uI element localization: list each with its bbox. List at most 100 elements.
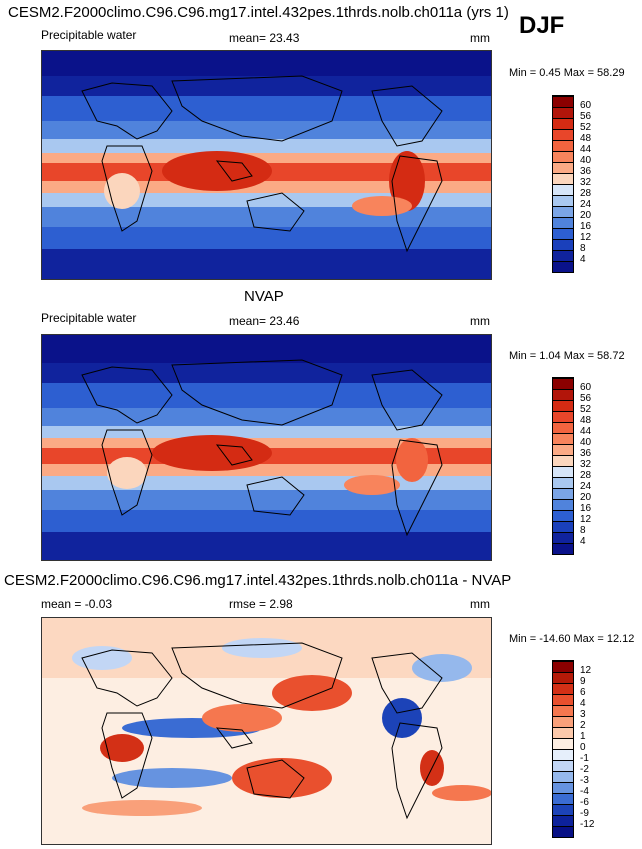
obs-cb-label: 16 bbox=[580, 503, 592, 514]
obs-cb-label: 36 bbox=[580, 448, 592, 459]
model-cb-label: 32 bbox=[580, 177, 592, 188]
diff-cb-label: -4 bbox=[580, 786, 589, 797]
obs-cb-seg-13 bbox=[553, 521, 573, 532]
diff-cb-seg-12 bbox=[553, 793, 573, 804]
model-cb-label: 4 bbox=[580, 254, 586, 265]
model-cb-seg-1 bbox=[553, 107, 573, 118]
model-cb-label: 24 bbox=[580, 199, 592, 210]
model-cb-seg-5 bbox=[553, 151, 573, 162]
model-cb-seg-8 bbox=[553, 184, 573, 195]
diff-cb-seg-9 bbox=[553, 760, 573, 771]
diff-cb-seg-14 bbox=[553, 815, 573, 826]
diff-cb-label: 6 bbox=[580, 687, 586, 698]
obs-map bbox=[41, 334, 492, 561]
diff-cb-label: -3 bbox=[580, 775, 589, 786]
diff-cb-label: -2 bbox=[580, 764, 589, 775]
diff-units: mm bbox=[470, 597, 490, 611]
diff-cb-seg-11 bbox=[553, 782, 573, 793]
diff-minmax: Min = -14.60 Max = 12.12 bbox=[509, 633, 635, 645]
obs-cb-seg-5 bbox=[553, 433, 573, 444]
season-label: DJF bbox=[519, 12, 565, 39]
model-cb-label: 12 bbox=[580, 232, 592, 243]
diff-cb-seg-0 bbox=[553, 661, 573, 672]
model-cb-label: 20 bbox=[580, 210, 592, 221]
obs-cb-label: 44 bbox=[580, 426, 592, 437]
diff-cb-seg-4 bbox=[553, 705, 573, 716]
obs-units: mm bbox=[470, 314, 490, 328]
diff-cb-seg-10 bbox=[553, 771, 573, 782]
diff-rmse-label: rmse = 2.98 bbox=[229, 597, 293, 611]
obs-minmax: Min = 1.04 Max = 58.72 bbox=[509, 350, 625, 362]
obs-cb-seg-12 bbox=[553, 510, 573, 521]
model-minmax: Min = 0.45 Max = 58.29 bbox=[509, 67, 625, 79]
obs-cb-seg-10 bbox=[553, 488, 573, 499]
model-cb-label: 16 bbox=[580, 221, 592, 232]
diff-colorbar bbox=[552, 660, 574, 838]
obs-cb-label: 56 bbox=[580, 393, 592, 404]
diff-cb-label: 2 bbox=[580, 720, 586, 731]
obs-cb-seg-11 bbox=[553, 499, 573, 510]
obs-cb-label: 12 bbox=[580, 514, 592, 525]
diff-mean-value: -0.03 bbox=[84, 597, 113, 611]
diff-rmse-key: rmse = bbox=[229, 597, 267, 611]
obs-cb-seg-15 bbox=[553, 543, 573, 554]
model-cb-seg-12 bbox=[553, 228, 573, 239]
obs-cb-seg-3 bbox=[553, 411, 573, 422]
obs-cb-seg-1 bbox=[553, 389, 573, 400]
obs-cb-seg-4 bbox=[553, 422, 573, 433]
model-units: mm bbox=[470, 31, 490, 45]
model-cb-label: 8 bbox=[580, 243, 586, 254]
model-cb-label: 44 bbox=[580, 144, 592, 155]
obs-cb-seg-14 bbox=[553, 532, 573, 543]
obs-colorbar bbox=[552, 377, 574, 555]
obs-panel-title: NVAP bbox=[244, 288, 284, 305]
obs-cb-seg-0 bbox=[553, 378, 573, 389]
diff-panel-title: CESM2.F2000climo.C96.C96.mg17.intel.432p… bbox=[4, 572, 512, 589]
obs-cb-seg-2 bbox=[553, 400, 573, 411]
model-colorbar bbox=[552, 95, 574, 273]
obs-variable-label: Precipitable water bbox=[41, 311, 137, 325]
diff-cb-seg-15 bbox=[553, 826, 573, 837]
diff-cb-label: -12 bbox=[580, 819, 595, 830]
diff-cb-seg-13 bbox=[553, 804, 573, 815]
obs-cb-seg-7 bbox=[553, 455, 573, 466]
diff-cb-label: -6 bbox=[580, 797, 589, 808]
diff-cb-seg-5 bbox=[553, 716, 573, 727]
diff-rmse-value: 2.98 bbox=[269, 597, 293, 611]
model-cb-label: 28 bbox=[580, 188, 592, 199]
model-cb-seg-4 bbox=[553, 140, 573, 151]
model-cb-seg-11 bbox=[553, 217, 573, 228]
obs-cb-label: 32 bbox=[580, 459, 592, 470]
model-cb-seg-14 bbox=[553, 250, 573, 261]
obs-cb-seg-8 bbox=[553, 466, 573, 477]
model-cb-seg-3 bbox=[553, 129, 573, 140]
obs-cb-seg-6 bbox=[553, 444, 573, 455]
diff-cb-label: 1 bbox=[580, 731, 586, 742]
obs-map-field bbox=[42, 335, 491, 560]
obs-cb-label: 60 bbox=[580, 382, 592, 393]
diff-cb-seg-1 bbox=[553, 672, 573, 683]
obs-cb-label: 28 bbox=[580, 470, 592, 481]
obs-mean-key: mean= bbox=[229, 314, 267, 328]
model-map-field bbox=[42, 51, 491, 279]
model-cb-seg-6 bbox=[553, 162, 573, 173]
model-variable-label: Precipitable water bbox=[41, 28, 137, 42]
model-cb-label: 60 bbox=[580, 100, 592, 111]
diff-cb-seg-2 bbox=[553, 683, 573, 694]
model-cb-label: 52 bbox=[580, 122, 592, 133]
diff-map-field bbox=[42, 618, 491, 844]
obs-mean-label: mean= 23.46 bbox=[229, 314, 299, 328]
model-cb-label: 40 bbox=[580, 155, 592, 166]
obs-cb-label: 24 bbox=[580, 481, 592, 492]
model-cb-seg-9 bbox=[553, 195, 573, 206]
model-mean-key: mean= bbox=[229, 31, 267, 45]
diff-cb-seg-7 bbox=[553, 738, 573, 749]
obs-cb-label: 40 bbox=[580, 437, 592, 448]
diff-cb-label: 12 bbox=[580, 665, 592, 676]
model-mean-value: 23.43 bbox=[269, 31, 300, 45]
model-cb-label: 56 bbox=[580, 111, 592, 122]
diff-cb-label: 4 bbox=[580, 698, 586, 709]
model-cb-seg-13 bbox=[553, 239, 573, 250]
obs-cb-label: 20 bbox=[580, 492, 592, 503]
diff-cb-label: -1 bbox=[580, 753, 589, 764]
